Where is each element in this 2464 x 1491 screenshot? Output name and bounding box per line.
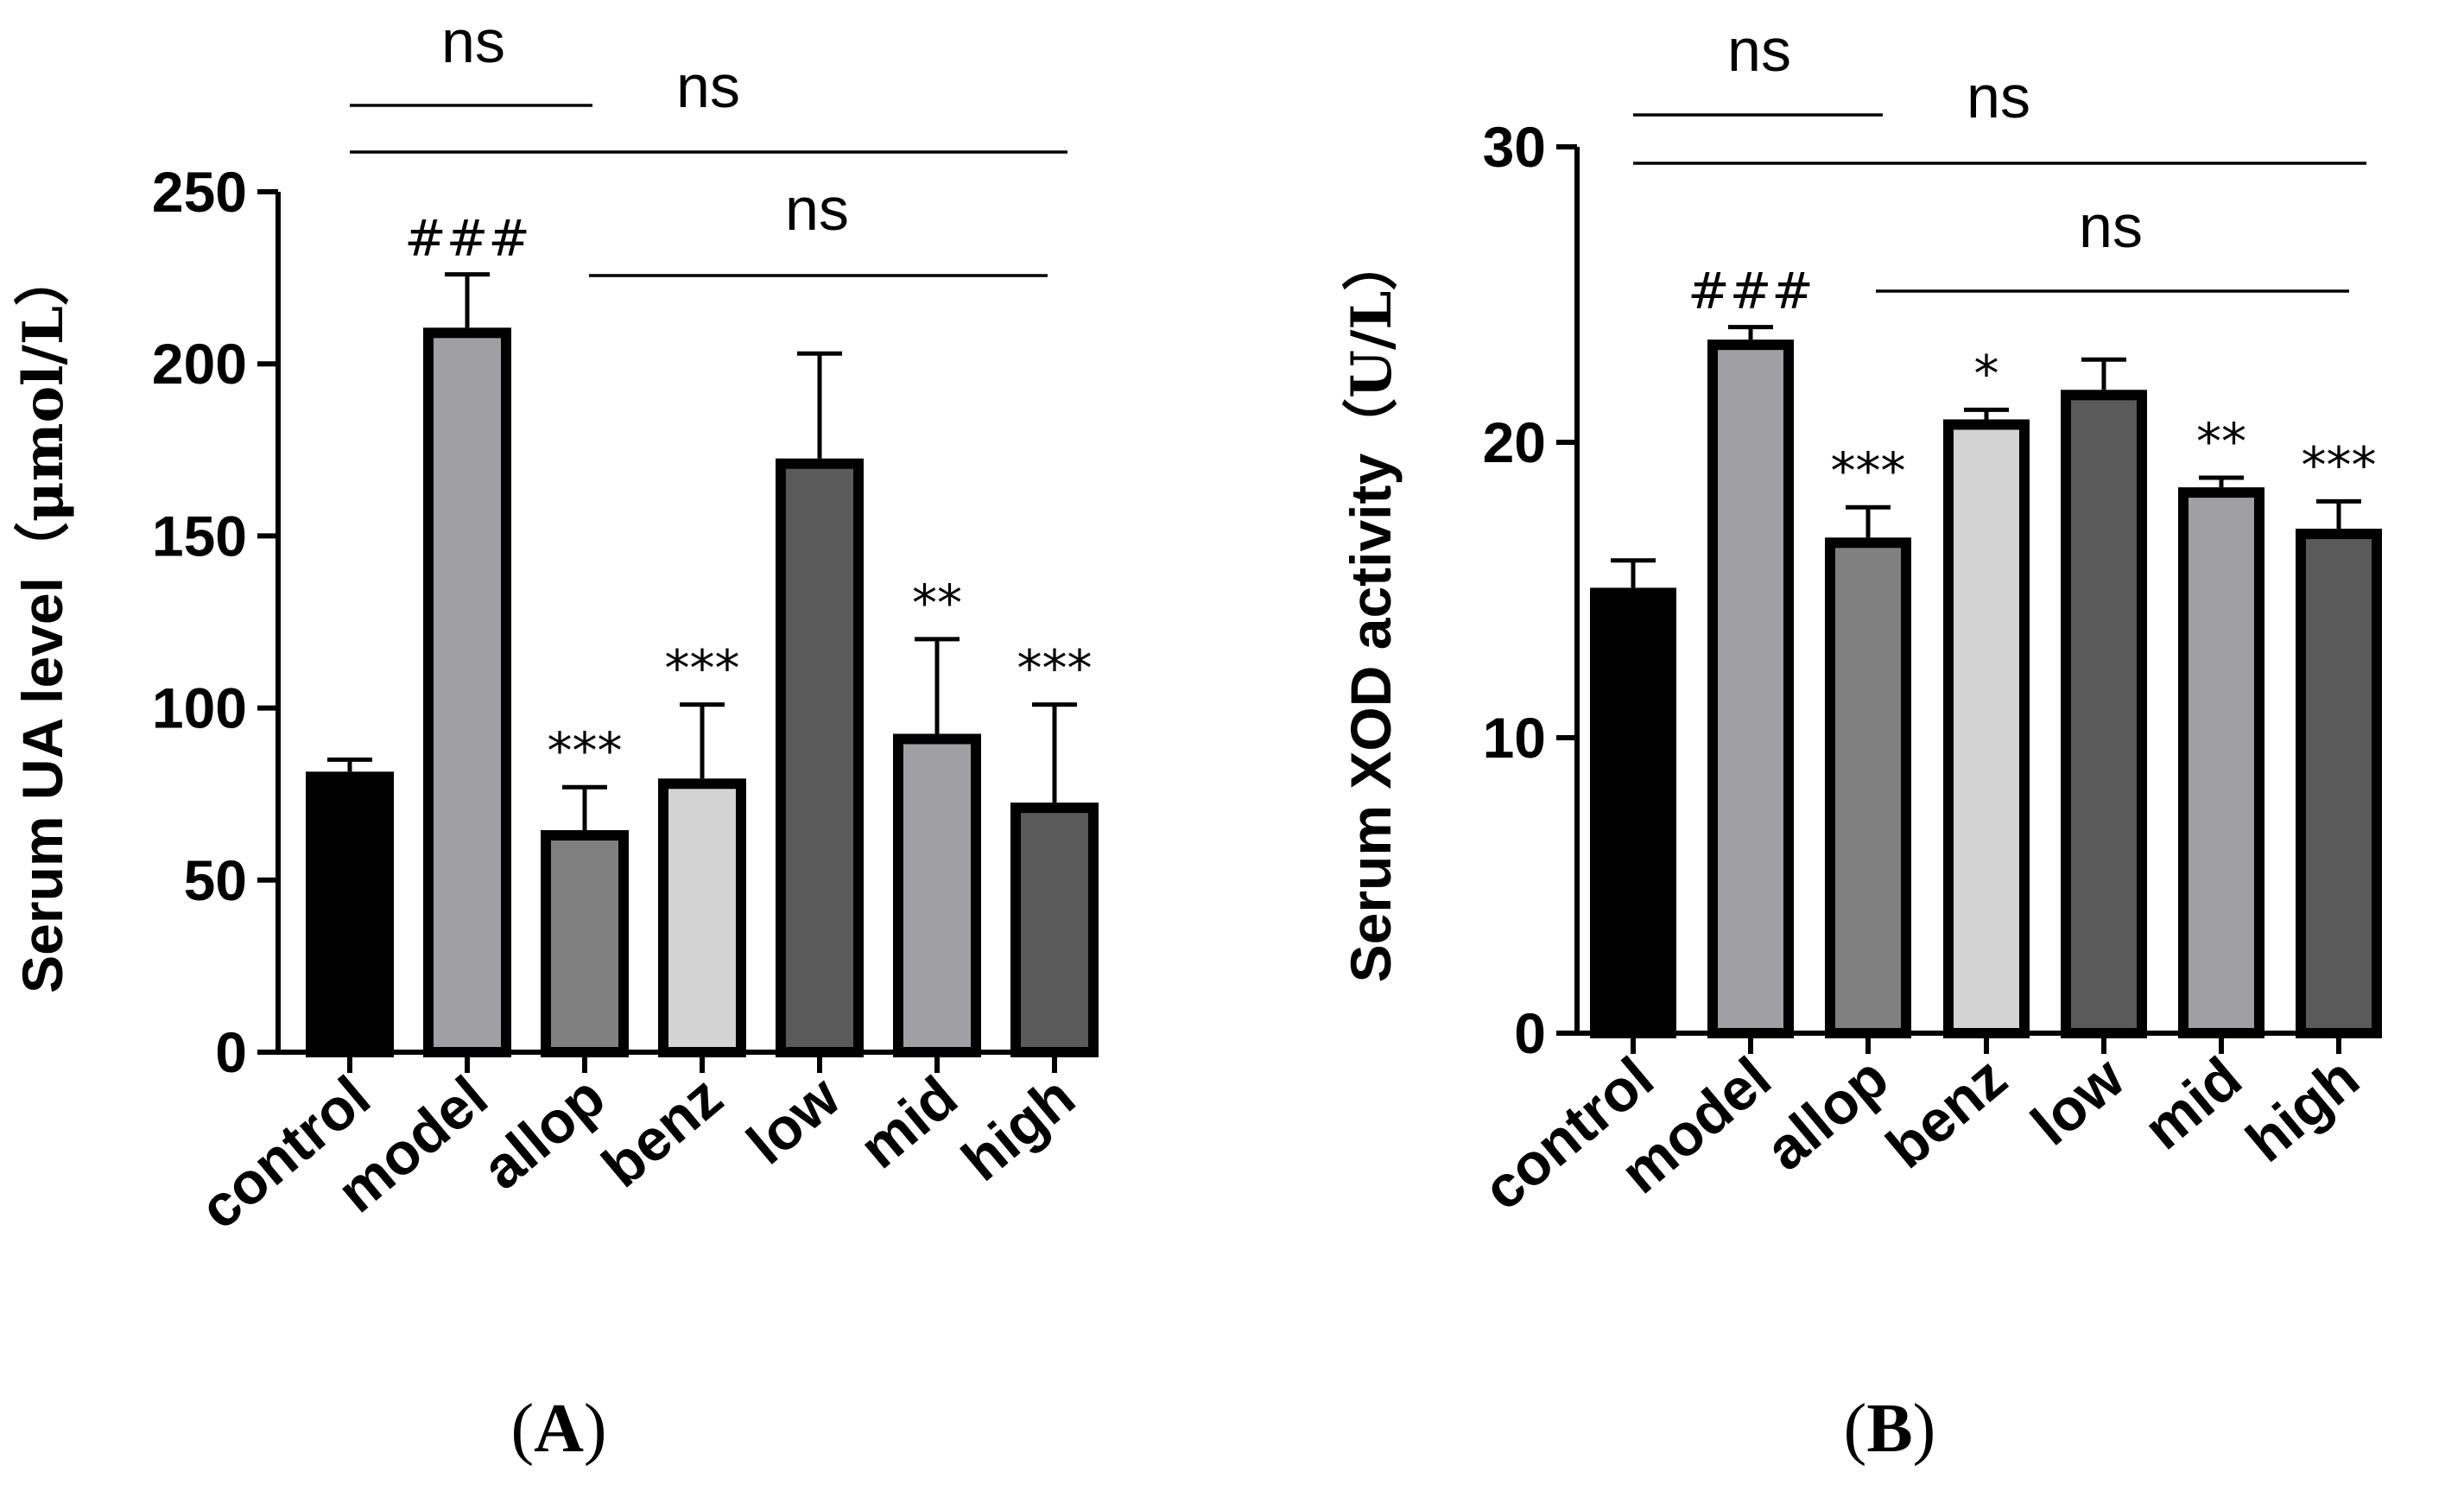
y-tick-label: 10 [1483, 706, 1546, 770]
y-axis-title-unit: （μmol/L） [11, 251, 76, 577]
category-label-high: high [2234, 1044, 2372, 1174]
category-label-allop: allop [470, 1063, 617, 1202]
y-tick-label: 200 [152, 332, 247, 396]
category-label-benz: benz [1874, 1044, 2019, 1181]
y-axis-title: Serum UA level（μmol/L） [10, 251, 76, 993]
bar-high [2296, 529, 2382, 1038]
comparison-label: ns [441, 8, 505, 75]
significance-mark-high: *** [1017, 639, 1093, 698]
panel-label-close: ) [1913, 1391, 1936, 1467]
y-tick-label: 50 [184, 848, 247, 912]
panel-label-close: ) [584, 1391, 607, 1467]
bar-low [2061, 390, 2147, 1038]
bar-model [423, 327, 511, 1057]
y-tick-label: 30 [1483, 115, 1546, 179]
bar-high [1010, 803, 1099, 1057]
bar-control [1590, 587, 1676, 1038]
panel-label-open: ( [1844, 1391, 1867, 1467]
bar-low [776, 458, 864, 1057]
panel-label-letter: A [534, 1391, 584, 1467]
comparison-label: ns [676, 53, 740, 120]
category-label-low: low [2019, 1044, 2138, 1158]
significance-mark-benz: * [1974, 344, 1999, 403]
comparison-label: ns [1967, 63, 2030, 130]
bar-benz [1943, 419, 2030, 1039]
category-label-benz: benz [590, 1063, 735, 1200]
bar-model [1707, 339, 1794, 1038]
significance-mark-model: ### [1688, 262, 1814, 320]
category-label-allop: allop [1753, 1044, 1900, 1183]
panel-label: (A) [510, 1391, 606, 1467]
panel-label: (B) [1844, 1391, 1936, 1467]
significance-mark-allop: *** [1831, 441, 1906, 500]
category-label-high: high [950, 1063, 1087, 1193]
comparison-label: ns [1727, 16, 1791, 84]
panel-label-letter: B [1866, 1391, 1912, 1467]
significance-mark-model: ### [404, 209, 530, 268]
y-tick-label: 0 [1514, 1001, 1546, 1065]
panel-label-open: ( [510, 1391, 534, 1467]
significance-mark-mid: ** [912, 574, 962, 632]
significance-mark-benz: *** [665, 639, 740, 698]
significance-mark-allop: *** [548, 721, 623, 780]
significance-mark-high: *** [2302, 435, 2377, 494]
y-axis-title-main: Serum XOD activity [1339, 454, 1403, 983]
bar-benz [658, 778, 746, 1057]
bar-mid [893, 733, 981, 1057]
bar-control [306, 771, 394, 1058]
category-label-mid: mid [847, 1063, 969, 1181]
significance-mark-mid: ** [2196, 412, 2246, 471]
y-tick-label: 20 [1483, 410, 1546, 474]
bar-allop [1825, 537, 1911, 1038]
y-tick-label: 250 [152, 160, 247, 224]
y-tick-label: 100 [152, 676, 247, 740]
category-label-mid: mid [2131, 1044, 2253, 1162]
comparison-label: ns [2079, 193, 2143, 260]
bar-allop [541, 830, 629, 1057]
category-label-low: low [735, 1063, 853, 1177]
bar-mid [2178, 487, 2264, 1038]
y-tick-label: 150 [152, 504, 247, 568]
y-axis-title-unit: （U/L） [1340, 236, 1404, 454]
y-tick-label: 0 [215, 1020, 247, 1084]
y-axis-title: Serum XOD activity（U/L） [1339, 236, 1404, 983]
comparison-label: ns [785, 175, 849, 243]
y-axis-title-main: Serum UA level [10, 577, 74, 993]
